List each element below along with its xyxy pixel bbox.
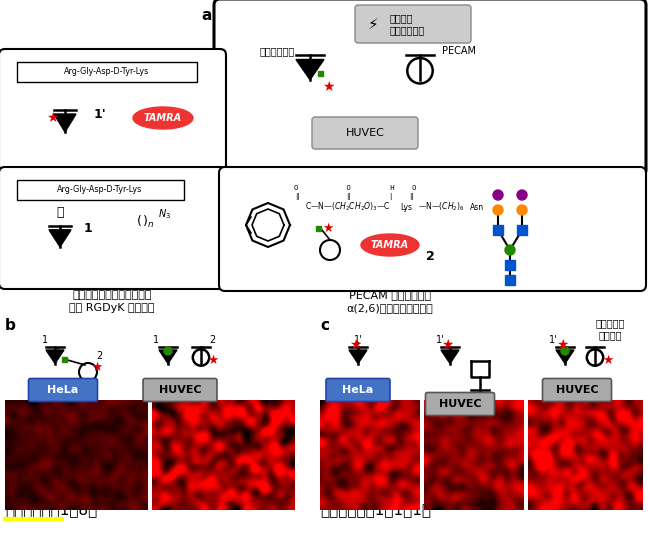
Bar xyxy=(62,356,66,361)
Text: Asn: Asn xyxy=(470,203,484,212)
FancyBboxPatch shape xyxy=(143,378,217,401)
Text: $\|$           $\|$         $|$    $\|$: $\|$ $\|$ $|$ $\|$ xyxy=(296,191,415,203)
Text: HUVEC: HUVEC xyxy=(439,399,481,409)
FancyBboxPatch shape xyxy=(29,378,97,401)
FancyBboxPatch shape xyxy=(17,62,197,82)
Bar xyxy=(493,225,503,235)
Text: ★: ★ xyxy=(322,221,333,235)
Text: 1': 1' xyxy=(436,335,445,345)
FancyBboxPatch shape xyxy=(214,0,646,176)
Text: a: a xyxy=(201,8,211,23)
Text: $N_3$: $N_3$ xyxy=(159,207,172,221)
Circle shape xyxy=(164,347,172,355)
FancyBboxPatch shape xyxy=(0,49,226,171)
Text: $(\,)_n$: $(\,)_n$ xyxy=(136,214,155,230)
Bar xyxy=(517,225,527,235)
Circle shape xyxy=(561,347,569,355)
Bar xyxy=(315,226,320,230)
Text: —N—$(CH_2)_6$: —N—$(CH_2)_6$ xyxy=(418,201,465,213)
Text: 予め繋いだ
プローブ: 予め繋いだ プローブ xyxy=(595,318,625,340)
Text: Arg-Gly-Asp-D-Tyr-Lys: Arg-Gly-Asp-D-Tyr-Lys xyxy=(57,185,142,195)
Circle shape xyxy=(493,205,503,215)
Text: 1': 1' xyxy=(549,335,557,345)
Circle shape xyxy=(505,245,515,255)
Text: 歪み解消
クリック反応: 歪み解消 クリック反応 xyxy=(390,13,425,35)
Text: ⚡: ⚡ xyxy=(368,17,379,32)
FancyBboxPatch shape xyxy=(326,378,390,401)
Text: 𝑓: 𝑓 xyxy=(57,205,64,219)
Text: 蛍光強度　（1：1：1）: 蛍光強度 （1：1：1） xyxy=(320,502,431,517)
Bar xyxy=(505,275,515,285)
Polygon shape xyxy=(296,59,324,80)
Bar xyxy=(317,71,322,76)
Text: ★: ★ xyxy=(46,111,58,125)
Text: ★: ★ xyxy=(441,338,453,352)
FancyBboxPatch shape xyxy=(543,378,612,401)
Text: インテグリンへの「強い」
環状 RGDyK リガンド: インテグリンへの「強い」 環状 RGDyK リガンド xyxy=(70,290,155,313)
Polygon shape xyxy=(556,350,574,363)
Text: HUVEC: HUVEC xyxy=(556,385,598,395)
Text: C—N—$(CH_2CH_2O)_3$—C: C—N—$(CH_2CH_2O)_3$—C xyxy=(305,201,391,213)
Polygon shape xyxy=(46,350,64,363)
Text: Lys: Lys xyxy=(400,203,412,212)
Text: 1': 1' xyxy=(354,335,362,345)
Text: 1': 1' xyxy=(94,108,107,122)
Circle shape xyxy=(517,205,527,215)
FancyBboxPatch shape xyxy=(355,5,471,43)
Ellipse shape xyxy=(361,234,419,256)
Text: HUVEC: HUVEC xyxy=(346,128,384,138)
Text: ★: ★ xyxy=(92,361,103,374)
Polygon shape xyxy=(54,114,76,132)
Text: HUVEC: HUVEC xyxy=(159,385,202,395)
Ellipse shape xyxy=(133,107,193,129)
Text: ★: ★ xyxy=(322,80,334,94)
Text: ★: ★ xyxy=(207,354,218,367)
Text: ★: ★ xyxy=(603,354,614,367)
Text: O           O         H    O: O O H O xyxy=(294,185,416,191)
Text: インテグリン: インテグリン xyxy=(260,46,295,56)
Text: b: b xyxy=(5,318,16,333)
Text: c: c xyxy=(320,318,329,333)
Text: 2: 2 xyxy=(209,335,215,345)
FancyBboxPatch shape xyxy=(0,167,226,289)
FancyBboxPatch shape xyxy=(426,392,495,415)
Text: HeLa: HeLa xyxy=(343,385,374,395)
Text: 1: 1 xyxy=(42,335,48,345)
Text: 𝑓: 𝑓 xyxy=(53,346,59,356)
Bar xyxy=(505,260,515,270)
Text: 1: 1 xyxy=(84,221,92,235)
Text: HeLa: HeLa xyxy=(47,385,79,395)
Text: ★: ★ xyxy=(556,338,568,352)
Text: 蛍光強度　（1：8）: 蛍光強度 （1：8） xyxy=(5,502,98,517)
Text: PECAM への「弱い」
α(2,6)－シアリル化糖鎖: PECAM への「弱い」 α(2,6)－シアリル化糖鎖 xyxy=(346,290,434,313)
Text: ★: ★ xyxy=(349,338,361,352)
FancyBboxPatch shape xyxy=(312,117,418,149)
Polygon shape xyxy=(49,230,71,247)
Text: 1: 1 xyxy=(153,335,159,345)
Polygon shape xyxy=(349,350,367,363)
Circle shape xyxy=(493,190,503,200)
Text: PECAM: PECAM xyxy=(442,46,476,56)
Polygon shape xyxy=(441,350,459,363)
FancyBboxPatch shape xyxy=(17,180,184,200)
Text: 2: 2 xyxy=(426,250,434,264)
Text: TAMRA: TAMRA xyxy=(371,240,409,250)
Polygon shape xyxy=(159,350,177,363)
Text: TAMRA: TAMRA xyxy=(144,113,182,123)
FancyBboxPatch shape xyxy=(219,167,646,291)
Text: Arg-Gly-Asp-D-Tyr-Lys: Arg-Gly-Asp-D-Tyr-Lys xyxy=(64,68,150,77)
Text: 2: 2 xyxy=(96,351,102,361)
Circle shape xyxy=(517,190,527,200)
